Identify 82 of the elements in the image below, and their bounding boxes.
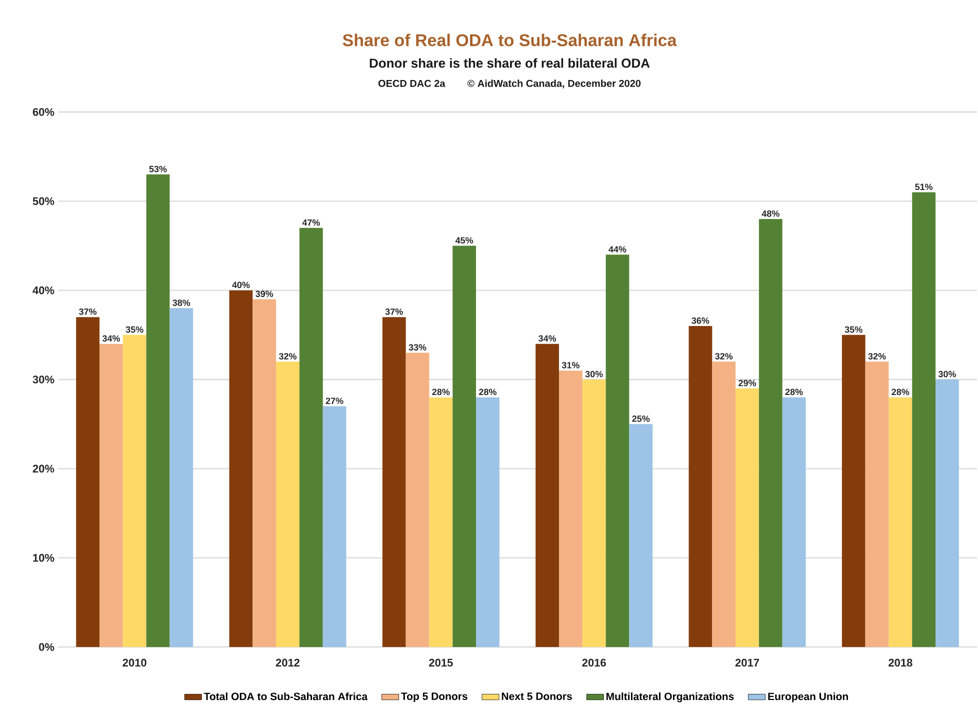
- bar: [452, 246, 476, 647]
- bar: [936, 380, 959, 647]
- data-label: 32%: [715, 353, 733, 360]
- data-label: 37%: [385, 308, 403, 315]
- bar: [146, 174, 170, 647]
- data-label: 45%: [455, 237, 474, 244]
- legend-label: European Union: [768, 692, 848, 702]
- data-label: 27%: [326, 398, 344, 404]
- y-tick-label: 0%: [39, 643, 54, 651]
- legend-label: Next 5 Donors: [502, 692, 572, 700]
- bar: [252, 299, 276, 647]
- data-label: 38%: [172, 300, 190, 306]
- data-label: 30%: [585, 370, 603, 378]
- bar: [758, 218, 782, 647]
- data-label: 30%: [938, 370, 956, 378]
- data-label: 29%: [738, 380, 756, 386]
- text: © AidWatch Canada, December 2020: [467, 80, 641, 88]
- bar: [406, 352, 430, 647]
- y-tick-label: 10%: [33, 554, 54, 562]
- legend-label: Top 5 Donors: [401, 692, 468, 702]
- x-tick-label: 2010: [122, 658, 146, 667]
- data-label: 33%: [408, 344, 426, 351]
- legend-label: Total ODA to Sub-Saharan Africa: [204, 692, 368, 700]
- bar: [170, 308, 194, 647]
- bar: [558, 370, 582, 647]
- bar: [865, 362, 889, 647]
- y-tick-label: 50%: [32, 197, 54, 206]
- x-tick-label: 2015: [429, 658, 453, 667]
- bar: [582, 380, 606, 647]
- data-label: 35%: [126, 326, 144, 333]
- bar: [299, 228, 323, 647]
- bar: [842, 334, 866, 647]
- bar: [712, 362, 736, 647]
- legend-label: Multilateral Organizations: [606, 692, 734, 702]
- y-tick-label: 20%: [32, 464, 54, 473]
- data-label: 37%: [78, 308, 97, 315]
- data-label: 34%: [102, 335, 120, 342]
- chart-title: Share of Real ODA to Sub-Saharan Africa: [342, 34, 677, 46]
- x-tick-label: 2018: [888, 658, 912, 667]
- bar: [322, 406, 346, 647]
- bar: [736, 388, 759, 647]
- data-label: 53%: [149, 166, 167, 172]
- data-label: 36%: [692, 317, 710, 324]
- data-label: 47%: [302, 219, 320, 226]
- bar: [276, 362, 300, 647]
- bar: [76, 317, 100, 647]
- bar: [912, 192, 936, 647]
- bar: [688, 326, 712, 647]
- chart-subtitle: Donor share is the share of real bilateral ODA: [370, 58, 650, 68]
- bar: [122, 334, 146, 647]
- bar: [429, 397, 453, 647]
- y-tick-label: 60%: [32, 108, 54, 116]
- data-label: 39%: [256, 290, 274, 298]
- bar: [229, 290, 253, 647]
- data-label: 51%: [915, 184, 933, 190]
- bar: [782, 397, 806, 647]
- y-tick-label: 30%: [32, 376, 54, 384]
- bar: [382, 317, 406, 647]
- bar: [476, 397, 500, 647]
- data-label: 28%: [785, 388, 803, 396]
- x-tick-label: 2017: [735, 658, 760, 667]
- bar: [536, 344, 559, 647]
- data-label: 32%: [868, 353, 886, 360]
- data-label: 31%: [562, 362, 580, 368]
- x-tick-label: 2012: [276, 658, 300, 667]
- x-tick-label: 2016: [582, 658, 606, 667]
- data-label: 28%: [432, 388, 450, 396]
- data-label: 44%: [608, 246, 626, 252]
- data-label: 25%: [632, 416, 650, 422]
- bar: [888, 397, 912, 647]
- text: OECD DAC 2a: [378, 80, 446, 87]
- data-label: 28%: [892, 388, 910, 396]
- data-label: 32%: [278, 353, 297, 360]
- data-label: 48%: [762, 210, 780, 217]
- bar: [606, 254, 630, 647]
- data-label: 40%: [232, 282, 250, 288]
- data-label: 35%: [844, 326, 862, 333]
- data-label: 28%: [479, 388, 496, 396]
- bar: [99, 344, 123, 647]
- data-label: 34%: [538, 335, 556, 342]
- y-tick-label: 40%: [32, 286, 54, 294]
- bar: [629, 424, 653, 647]
